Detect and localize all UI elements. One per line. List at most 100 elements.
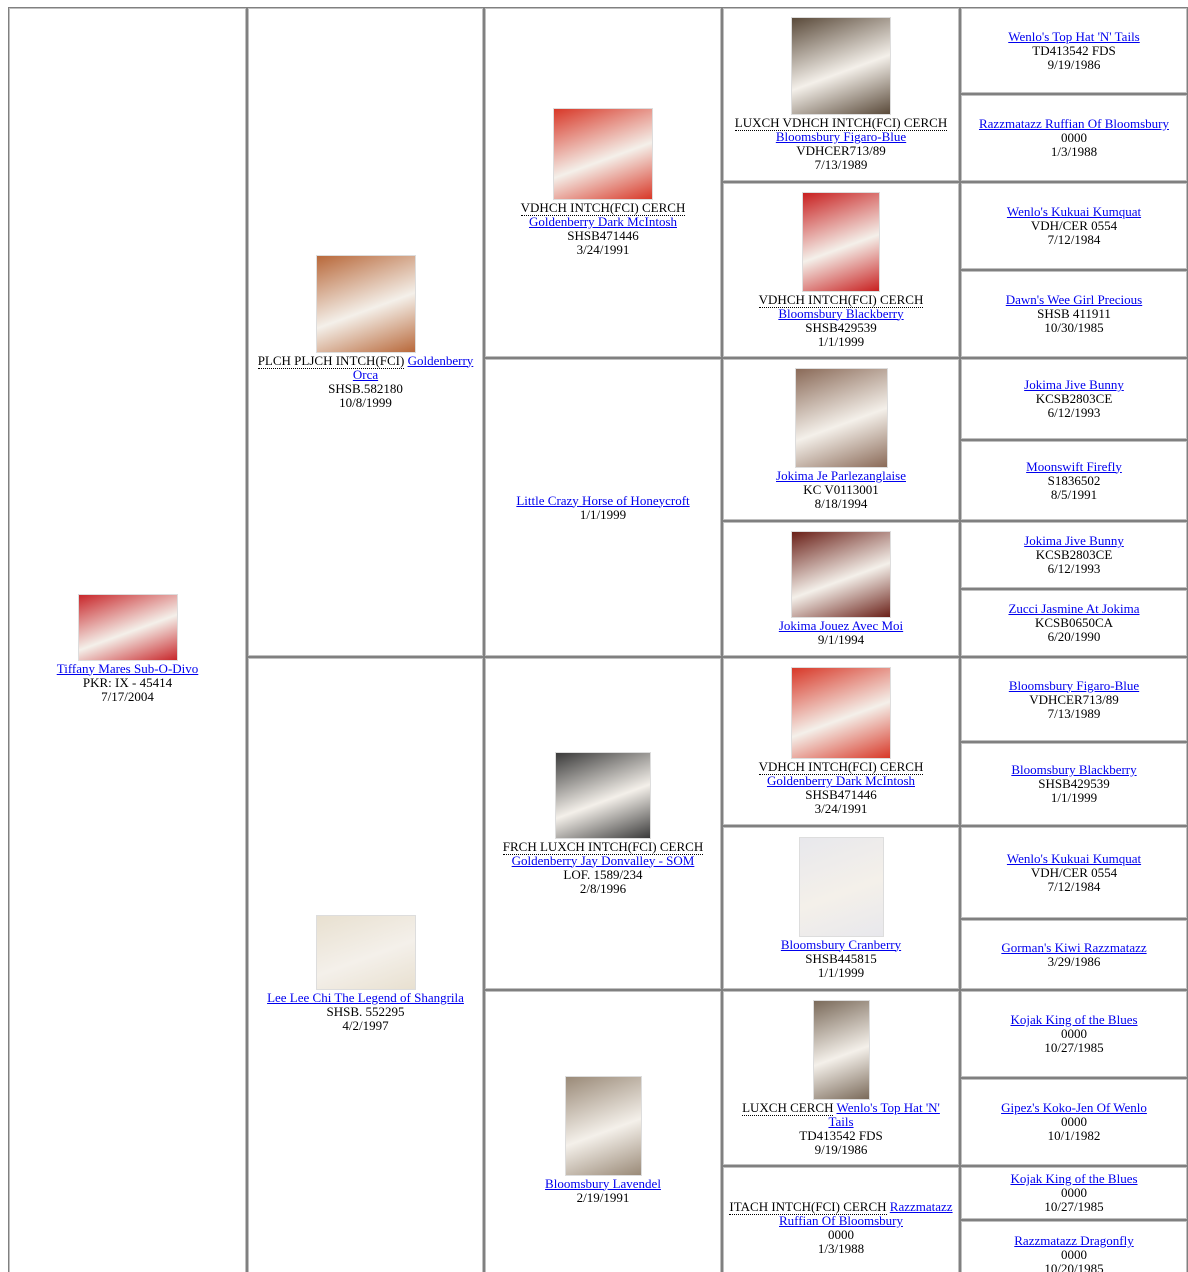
- dog-photo: [794, 368, 888, 468]
- dog-titles: PLCH PLJCH INTCH(FCI): [257, 352, 405, 369]
- name-line: Lee Lee Chi The Legend of Shangrila: [267, 989, 464, 1005]
- dog-registration: VDH/CER 0554: [1030, 864, 1118, 880]
- dog-cell: Moonswift Firefly S1836502 8/5/1991: [960, 440, 1188, 521]
- dog-name[interactable]: Goldenberry Dark McIntosh: [528, 214, 677, 229]
- dog-dob: 8/18/1994: [814, 496, 868, 511]
- name-line: FRCH LUXCH INTCH(FCI) CERCH Goldenberry …: [491, 838, 715, 868]
- dog-cell: Jokima Jive Bunny KCSB2803CE 6/12/1993: [960, 521, 1188, 589]
- dog-dob: 10/8/1999: [339, 394, 392, 410]
- dog-name[interactable]: Dawn's Wee Girl Precious: [1005, 292, 1143, 307]
- dog-name[interactable]: Goldenberry Dark McIntosh: [766, 773, 915, 788]
- dog-name[interactable]: Kojak King of the Blues: [1010, 1171, 1138, 1186]
- dog-dob: 10/27/1985: [1044, 1199, 1104, 1214]
- dog-cell: Bloomsbury Figaro-Blue VDHCER713/89 7/13/1…: [960, 657, 1188, 742]
- dog-name[interactable]: Gipez's Koko-Jen Of Wenlo: [1001, 1100, 1147, 1115]
- dog-name[interactable]: Jokima Jouez Avec Moi: [778, 618, 904, 633]
- dog-dob: 1/1/1999: [817, 333, 865, 349]
- dog-cell: LUXCH VDHCH INTCH(FCI) CERCH Bloomsbury …: [722, 7, 960, 182]
- dog-cell: Lee Lee Chi The Legend of Shangrila SHSB.…: [247, 657, 484, 1272]
- dog-registration: TD413542 FDS: [799, 1127, 883, 1143]
- dog-cell: Jokima Je Parlezanglaise KC V0113001 8/18/…: [722, 358, 960, 521]
- dog-cell: ITACH INTCH(FCI) CERCH Razzmatazz Ruffia…: [722, 1166, 960, 1272]
- dog-name[interactable]: Goldenberry Orca: [352, 352, 474, 382]
- name-line: VDHCH INTCH(FCI) CERCH Bloomsbury Blackb…: [729, 291, 953, 321]
- dog-dob: 6/12/1993: [1047, 405, 1101, 420]
- dog-registration: SHSB429539: [805, 319, 877, 335]
- dog-cell: FRCH LUXCH INTCH(FCI) CERCH Goldenberry …: [484, 657, 722, 990]
- dog-name[interactable]: Zucci Jasmine At Jokima: [1008, 601, 1140, 616]
- dog-name[interactable]: Bloomsbury Blackberry: [1011, 762, 1137, 777]
- dog-name[interactable]: Razzmatazz Dragonfly: [1014, 1233, 1134, 1248]
- dog-registration: 0000: [1061, 1026, 1087, 1041]
- dog-name[interactable]: Gorman's Kiwi Razzmatazz: [1001, 939, 1147, 955]
- name-line: VDHCH INTCH(FCI) CERCH Goldenberry Dark …: [491, 200, 715, 229]
- dog-cell: VDHCH INTCH(FCI) CERCH Goldenberry Dark …: [484, 7, 722, 358]
- dog-name[interactable]: Moonswift Firefly: [1026, 458, 1122, 474]
- dog-photo: [791, 667, 891, 759]
- dog-name[interactable]: Wenlo's Top Hat 'N' Tails: [1008, 28, 1140, 44]
- dog-name[interactable]: Little Crazy Horse of Honeycroft: [516, 492, 690, 508]
- dog-name[interactable]: Razzmatazz Ruffian Of Bloomsbury: [779, 1199, 953, 1228]
- dog-name[interactable]: Razzmatazz Ruffian Of Bloomsbury: [978, 116, 1169, 131]
- name-line: Moonswift Firefly: [1026, 458, 1122, 474]
- dog-name[interactable]: Bloomsbury Lavendel: [545, 1175, 661, 1191]
- dog-titles: VDHCH INTCH(FCI) CERCH: [758, 759, 924, 775]
- dog-dob: 1/1/1999: [817, 964, 865, 980]
- dog-registration: VDHCER713/89: [796, 143, 886, 158]
- dog-titles: LUXCH VDHCH INTCH(FCI) CERCH: [734, 115, 948, 131]
- dog-registration: SHSB471446: [567, 228, 639, 243]
- dog-registration: S1836502: [1047, 472, 1101, 488]
- dog-name[interactable]: Bloomsbury Blackberry: [778, 305, 904, 321]
- dog-registration: TD413542 FDS: [1032, 42, 1116, 58]
- dog-name[interactable]: Wenlo's Kukuai Kumquat: [1006, 850, 1142, 866]
- dog-name[interactable]: Lee Lee Chi The Legend of Shangrila: [267, 989, 464, 1005]
- dog-name[interactable]: Bloomsbury Figaro-Blue: [1008, 677, 1140, 693]
- name-line: Tiffany Mares Sub-O-Divo: [56, 660, 199, 676]
- dog-cell: PLCH PLJCH INTCH(FCI) Goldenberry Orca SH…: [247, 7, 484, 657]
- name-line: Gorman's Kiwi Razzmatazz: [1001, 939, 1147, 955]
- dog-registration: 0000: [828, 1227, 854, 1242]
- dog-registration: SHSB. 552295: [326, 1003, 405, 1019]
- dog-dob: 10/1/1982: [1047, 1128, 1101, 1143]
- dog-name[interactable]: Goldenberry Jay Donvalley - SOM: [511, 852, 695, 868]
- name-line: Kojak King of the Blues: [1010, 1172, 1137, 1186]
- dog-registration: SHSB471446: [805, 787, 877, 802]
- name-line: Wenlo's Kukuai Kumquat: [1006, 850, 1142, 866]
- dog-registration: 0000: [1061, 1114, 1087, 1129]
- dog-cell: Kojak King of the Blues 0000 10/27/1985: [960, 1166, 1188, 1220]
- dog-name[interactable]: Wenlo's Top Hat 'N' Tails: [828, 1099, 940, 1129]
- dog-cell: Jokima Jive Bunny KCSB2803CE 6/12/1993: [960, 358, 1188, 440]
- dog-cell: VDHCH INTCH(FCI) CERCH Goldenberry Dark …: [722, 657, 960, 826]
- dog-photo: [798, 836, 884, 937]
- dog-cell: Kojak King of the Blues 0000 10/27/1985: [960, 990, 1188, 1078]
- dog-registration: SHSB.582180: [328, 380, 403, 396]
- dog-dob: 3/24/1991: [576, 242, 630, 257]
- name-line: Wenlo's Top Hat 'N' Tails: [1008, 28, 1140, 44]
- dog-photo: [315, 254, 416, 353]
- name-line: Jokima Jive Bunny: [1024, 378, 1124, 392]
- dog-name[interactable]: Wenlo's Kukuai Kumquat: [1006, 204, 1142, 219]
- dog-cell: Razzmatazz Ruffian Of Bloomsbury 0000 1/3/…: [960, 94, 1188, 182]
- dog-name[interactable]: Tiffany Mares Sub-O-Divo: [56, 660, 199, 676]
- name-line: Bloomsbury Cranberry: [780, 936, 902, 952]
- dog-cell: Dawn's Wee Girl Precious SHSB 411911 10/30…: [960, 270, 1188, 358]
- dog-registration: KCSB2803CE: [1035, 547, 1113, 562]
- dog-name[interactable]: Bloomsbury Figaro-Blue: [775, 129, 907, 144]
- dog-registration: 0000: [1061, 130, 1087, 145]
- dog-dob: 1/1/1999: [579, 506, 627, 522]
- dog-dob: 7/17/2004: [101, 688, 154, 704]
- dog-cell: Bloomsbury Blackberry SHSB429539 1/1/1999: [960, 742, 1188, 826]
- dog-cell: VDHCH INTCH(FCI) CERCH Bloomsbury Blackb…: [722, 182, 960, 358]
- dog-name[interactable]: Bloomsbury Cranberry: [780, 936, 902, 952]
- dog-photo: [812, 999, 870, 1100]
- dog-name[interactable]: Kojak King of the Blues: [1010, 1012, 1138, 1027]
- dog-name[interactable]: Jokima Jive Bunny: [1024, 533, 1124, 548]
- dog-photo: [555, 751, 651, 839]
- dog-registration: VDHCER713/89: [1029, 691, 1119, 707]
- dog-name[interactable]: Jokima Jive Bunny: [1024, 377, 1124, 392]
- dog-name[interactable]: Jokima Je Parlezanglaise: [776, 468, 906, 483]
- dog-registration: SHSB 411911: [1037, 306, 1111, 321]
- dog-titles: VDHCH INTCH(FCI) CERCH: [520, 200, 686, 216]
- name-line: Jokima Jive Bunny: [1024, 534, 1124, 548]
